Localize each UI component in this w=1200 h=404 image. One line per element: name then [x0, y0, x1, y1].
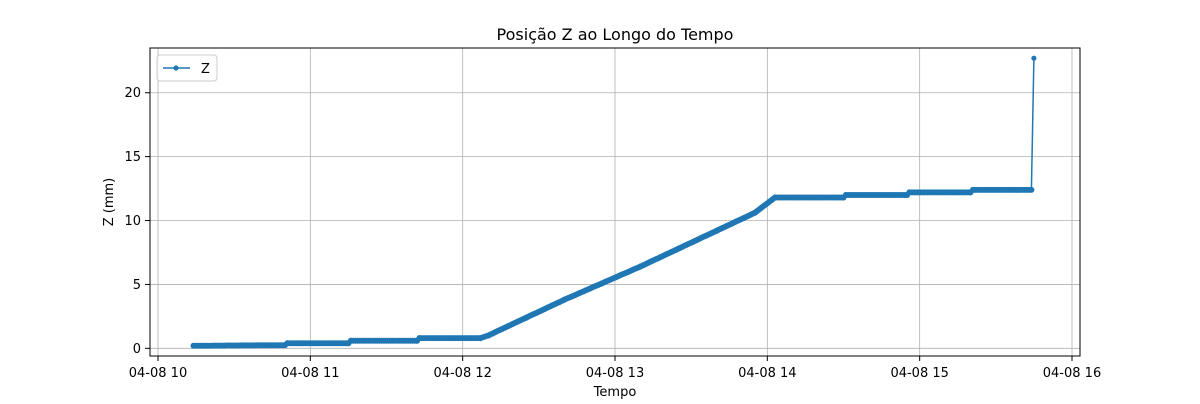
x-tick-label: 04-08 14 — [738, 366, 796, 381]
y-axis-label: Z (mm) — [102, 178, 117, 227]
data-point-marker-final — [1031, 55, 1037, 61]
x-axis: 04-08 10 04-08 11 04-08 12 04-08 13 04-08 14… — [129, 356, 1101, 381]
data-point-marker — [1028, 186, 1035, 193]
legend-label-z: Z — [201, 62, 210, 77]
chart-title: Posição Z ao Longo do Tempo — [497, 25, 734, 44]
y-axis: 0 5 10 15 20 — [124, 86, 150, 357]
x-tick-label: 04-08 13 — [586, 366, 644, 381]
y-tick-label: 5 — [133, 278, 141, 293]
y-tick-label: 15 — [124, 150, 141, 165]
series-markers-z — [190, 55, 1037, 349]
y-tick-label: 10 — [124, 214, 141, 229]
y-tick-label: 20 — [124, 86, 141, 101]
legend-marker-z — [173, 65, 179, 71]
series-layer — [190, 55, 1037, 349]
x-tick-label: 04-08 12 — [433, 366, 491, 381]
grid-lines — [150, 48, 1080, 356]
x-tick-label: 04-08 16 — [1043, 366, 1101, 381]
x-tick-label: 04-08 10 — [129, 366, 187, 381]
x-tick-label: 04-08 11 — [281, 366, 339, 381]
x-axis-label: Tempo — [593, 385, 637, 400]
y-tick-label: 0 — [133, 342, 141, 357]
x-tick-label: 04-08 15 — [890, 366, 948, 381]
legend: Z — [156, 54, 218, 82]
